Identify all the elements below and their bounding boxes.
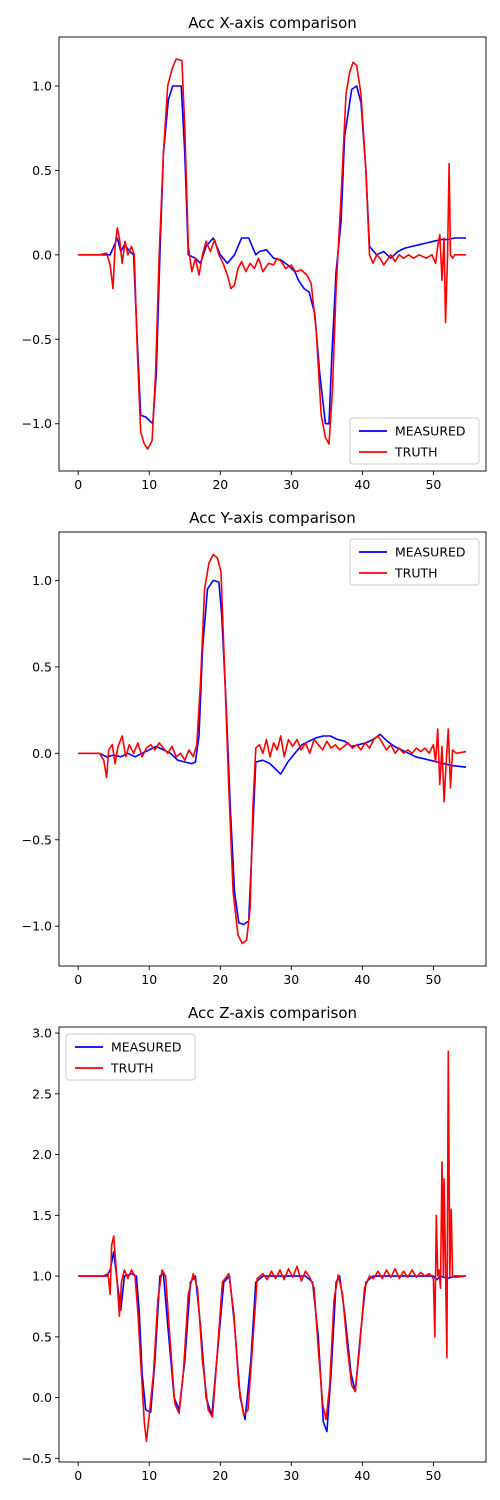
y-tick-label: 1.0: [32, 1269, 52, 1284]
chart-panel-0: Acc X-axis comparison 0 10 20 30 40 50 −1.0 −0.5…: [22, 14, 487, 492]
y-tick-label: 0.0: [32, 247, 52, 262]
legend-label-measured: MEASURED: [395, 545, 466, 560]
legend-label-measured: MEASURED: [111, 1040, 182, 1055]
y-tick-label: −1.0: [22, 416, 52, 431]
y-tick-label: 0.5: [32, 1329, 52, 1344]
x-tick-label: 40: [354, 477, 370, 492]
chart-title: Acc X-axis comparison: [188, 14, 357, 32]
x-tick-label: 10: [141, 1468, 157, 1483]
y-tick-label: −0.5: [22, 332, 52, 347]
series-line-measured: [78, 1251, 467, 1433]
series-line-truth: [78, 58, 467, 450]
legend-label-measured: MEASURED: [395, 424, 466, 439]
y-tick-label: 1.0: [32, 573, 52, 588]
y-tick-label: 1.5: [32, 1208, 52, 1223]
legend-label-truth: TRUTH: [394, 566, 438, 581]
x-tick-label: 50: [425, 477, 441, 492]
legend-label-truth: TRUTH: [110, 1061, 154, 1076]
x-tick-label: 30: [283, 1468, 299, 1483]
y-tick-label: 0.5: [32, 163, 52, 178]
x-tick-label: 10: [141, 477, 157, 492]
chart-panel-1: Acc Y-axis comparison 0 10 20 30 40 50 −1.0 −0.5…: [22, 509, 487, 987]
y-tick-label: 2.5: [32, 1086, 52, 1101]
y-tick-label: 1.0: [32, 78, 52, 93]
plot-frame: [58, 1026, 487, 1463]
legend: MEASURED TRUTH: [349, 417, 480, 465]
x-tick-label: 50: [425, 972, 441, 987]
plot-frame: [58, 36, 487, 472]
y-tick-label: 2.0: [32, 1147, 52, 1162]
x-tick-label: 30: [283, 477, 299, 492]
series-line-measured: [78, 579, 467, 926]
x-tick-label: 40: [354, 972, 370, 987]
y-tick-label: 0.0: [32, 746, 52, 761]
legend: MEASURED TRUTH: [65, 1033, 196, 1081]
x-tick-label: 20: [212, 1468, 228, 1483]
y-tick-label: 0.5: [32, 659, 52, 674]
y-tick-label: −0.5: [22, 1451, 52, 1466]
x-tick-label: 10: [141, 972, 157, 987]
x-tick-label: 30: [283, 972, 299, 987]
plot-frame: [58, 531, 487, 967]
x-tick-label: 20: [212, 477, 228, 492]
chart-title: Acc Z-axis comparison: [188, 1004, 357, 1022]
legend-label-truth: TRUTH: [394, 445, 438, 460]
series-line-truth: [78, 553, 467, 945]
y-tick-label: −0.5: [22, 832, 52, 847]
x-tick-label: 40: [354, 1468, 370, 1483]
x-tick-label: 0: [74, 477, 82, 492]
y-tick-label: 3.0: [32, 1026, 52, 1041]
series-line-truth: [78, 1050, 467, 1443]
x-tick-label: 50: [425, 1468, 441, 1483]
y-tick-label: −1.0: [22, 919, 52, 934]
chart-panel-2: Acc Z-axis comparison 0 10 20 30 40 50 −0.5 0.0 0…: [22, 1004, 487, 1483]
x-tick-label: 20: [212, 972, 228, 987]
series-line-measured: [78, 85, 467, 425]
y-tick-label: 0.0: [32, 1390, 52, 1405]
chart-title: Acc Y-axis comparison: [189, 509, 355, 527]
x-tick-label: 0: [74, 1468, 82, 1483]
x-tick-label: 0: [74, 972, 82, 987]
legend: MEASURED TRUTH: [349, 538, 480, 586]
